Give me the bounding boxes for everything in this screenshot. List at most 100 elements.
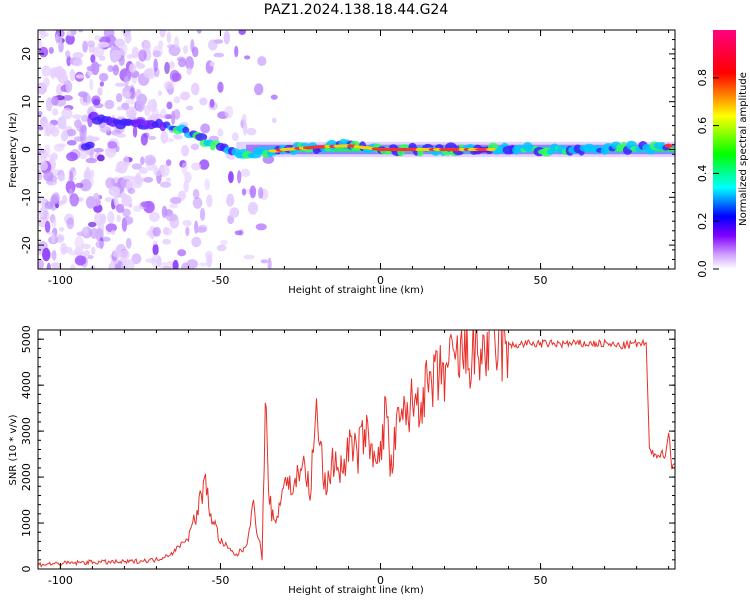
heatmap-cell [120, 43, 128, 56]
heatmap-cell [176, 56, 186, 62]
colorbar-label: Normalized spectral amplitude [738, 72, 749, 226]
heatmap-cell [38, 172, 43, 181]
heatmap-cell [49, 67, 62, 75]
heatmap-cell [38, 161, 48, 171]
heatmap-cell [85, 196, 96, 209]
heatmap-cell [181, 144, 190, 157]
heatmap-cell [196, 30, 202, 34]
heatmap-cell [180, 262, 191, 269]
heatmap-cell [138, 167, 148, 175]
heatmap-cell [69, 170, 74, 182]
heatmap-peak [486, 147, 496, 152]
heatmap-cell [234, 45, 239, 58]
heatmap-cell [61, 246, 73, 253]
heatmap-cell [127, 187, 136, 195]
heatmap-cell [140, 133, 148, 146]
colorbar-tick-label: 0.4 [696, 165, 709, 183]
heatmap-cell [174, 36, 179, 49]
heatmap-cell [60, 130, 69, 142]
heatmap-cell [131, 253, 142, 265]
heatmap-cell [120, 249, 130, 260]
heatmap-cell [49, 72, 59, 78]
heatmap-cell [173, 96, 181, 104]
heatmap-cell [75, 74, 85, 79]
heatmap-cell [242, 121, 248, 136]
heatmap-cell [69, 193, 79, 207]
heatmap-cell [234, 230, 243, 236]
heatmap-cell [51, 217, 57, 228]
heatmap-cell [125, 237, 132, 249]
heatmap-cell [231, 132, 239, 142]
heatmap-cell [70, 30, 77, 35]
heatmap-cell [257, 56, 267, 67]
heatmap-cell [152, 45, 163, 58]
heatmap-cell [223, 30, 231, 45]
heatmap-cell [97, 41, 110, 48]
heatmap-cell [85, 157, 98, 164]
snr-x-axis-label: Height of straight line (km) [288, 585, 424, 596]
heatmap-cell [115, 145, 120, 153]
heatmap-cell [65, 33, 75, 45]
heatmap-cell [247, 201, 259, 215]
heatmap-cell [140, 156, 145, 166]
heatmap-cell [195, 226, 207, 233]
x-tick-label: -50 [211, 274, 229, 287]
heatmap-cell [143, 176, 154, 183]
colorbar-ticks: 0.0 0.2 0.4 0.6 0.8 [696, 69, 719, 278]
heatmap-cell [186, 67, 192, 75]
heatmap-cell [172, 133, 180, 139]
heatmap-cell [267, 257, 272, 269]
heatmap-cell [116, 133, 126, 138]
heatmap-cell [45, 97, 53, 112]
heatmap-cell [128, 63, 137, 73]
heatmap-cell [48, 46, 54, 54]
heatmap-cell [64, 50, 71, 58]
heatmap-cell [216, 244, 227, 252]
heatmap-cell [107, 210, 115, 224]
heatmap-cell [69, 68, 76, 82]
heatmap-cell [58, 200, 63, 206]
heatmap-cell [129, 87, 136, 100]
x-tick-label: 0 [377, 274, 384, 287]
heatmap-cell [191, 236, 202, 248]
heatmap-cell [177, 249, 187, 257]
y-tick-label: 2000 [20, 463, 33, 491]
heatmap-cell [98, 72, 109, 82]
y-tick-label: 20 [20, 47, 33, 61]
heatmap-cell [121, 90, 132, 98]
spectrogram-x-axis-label: Height of straight line (km) [288, 285, 424, 296]
heatmap-cell [166, 31, 172, 44]
heatmap-cell [151, 98, 157, 109]
heatmap-cell [144, 154, 156, 166]
heatmap-cell [192, 46, 199, 58]
heatmap-cell [38, 30, 46, 35]
heatmap-cell [116, 93, 123, 103]
heatmap-cell [159, 30, 166, 38]
heatmap-cell [171, 72, 182, 82]
heatmap-cell [124, 31, 132, 44]
heatmap-peak [458, 147, 466, 152]
heatmap-cell [121, 260, 128, 269]
heatmap-cell [90, 246, 96, 255]
heatmap-cell [90, 54, 96, 64]
heatmap-cell [132, 125, 138, 138]
heatmap-cell [83, 226, 89, 236]
heatmap-cell [38, 145, 42, 153]
heatmap-cell [90, 63, 102, 68]
heatmap-cell [163, 80, 175, 90]
heatmap-cell [240, 168, 251, 178]
colorbar-tick-label: 0.6 [696, 117, 709, 135]
heatmap-cell [138, 49, 147, 62]
heatmap-cell [199, 97, 208, 106]
heatmap-cell [255, 223, 267, 231]
heatmap-cell [77, 91, 88, 98]
heatmap-cell [112, 64, 120, 76]
heatmap-cell [165, 137, 175, 143]
heatmap-cell [165, 159, 172, 167]
heatmap-cell [114, 82, 126, 87]
heatmap-cell [198, 159, 210, 170]
heatmap-cell [73, 119, 82, 129]
heatmap-cell [56, 116, 67, 130]
